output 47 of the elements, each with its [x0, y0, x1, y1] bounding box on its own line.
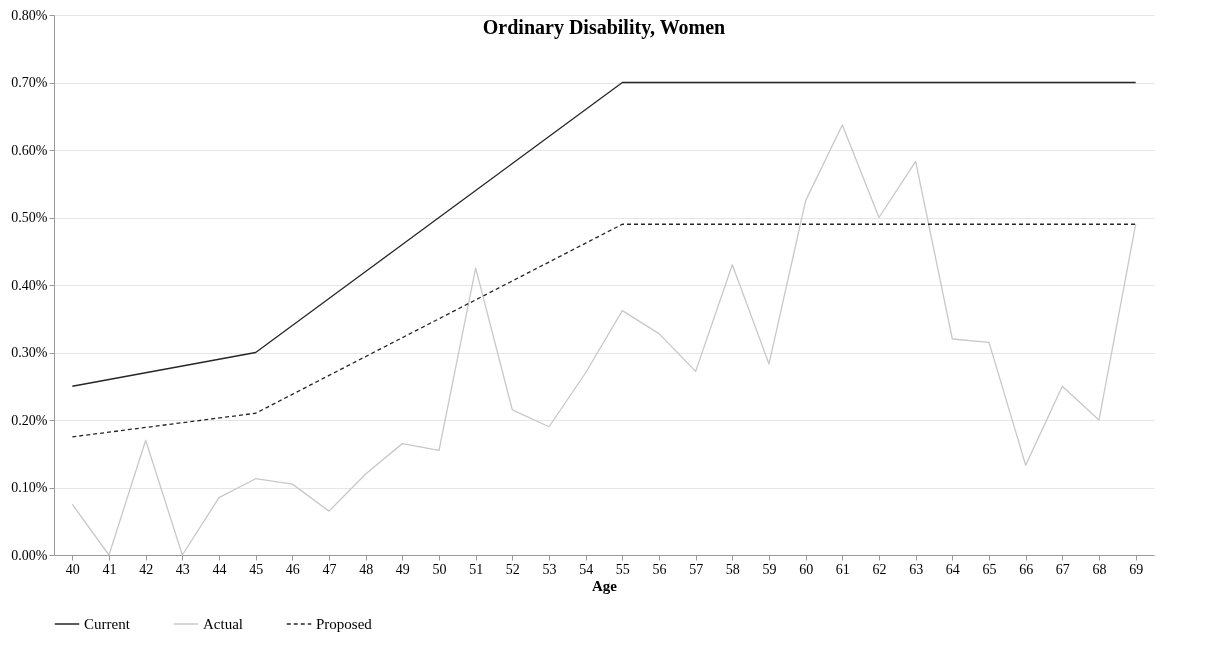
x-tick-label: 43: [175, 561, 190, 577]
x-tick-label: 69: [1129, 561, 1144, 577]
x-tick-label: 51: [469, 561, 484, 577]
x-tick-label: 42: [139, 561, 154, 577]
x-tick-label: 49: [395, 561, 410, 577]
y-tick-label: 0.50%: [11, 210, 48, 225]
x-tick-label: 41: [102, 561, 117, 577]
x-tick-label: 55: [615, 561, 630, 577]
legend-label: Proposed: [316, 616, 373, 632]
line-series: [71, 124, 1137, 556]
x-tick-label: 66: [1019, 561, 1034, 577]
x-tick-label: 60: [799, 561, 814, 577]
y-tick-label: 0.00%: [11, 547, 48, 563]
x-tick-label: 56: [652, 561, 667, 577]
x-tick-label: 64: [945, 561, 960, 577]
x-tick-label: 40: [65, 561, 80, 577]
x-tick-label: 47: [322, 561, 337, 577]
x-tick-label: 45: [249, 561, 264, 577]
y-tick-label: 0.30%: [11, 345, 48, 360]
x-tick-label: 57: [689, 561, 704, 577]
x-tick-label: 54: [579, 561, 594, 577]
x-tick-label: 53: [542, 561, 557, 577]
x-tick-label: 62: [872, 561, 887, 577]
x-tick-label: 58: [725, 561, 740, 577]
y-tick-label: 0.60%: [11, 142, 48, 158]
chart-title: Ordinary Disability, Women: [482, 16, 726, 39]
x-tick-label: 48: [359, 561, 374, 577]
y-tick-label: 0.10%: [11, 480, 48, 495]
x-tick-label: 59: [762, 561, 777, 577]
line-series: [71, 81, 1137, 387]
x-tick-label: 65: [982, 561, 997, 577]
x-tick-label: 50: [432, 561, 447, 577]
x-tick-label: 67: [1055, 561, 1070, 577]
x-tick-label: 63: [909, 561, 924, 577]
x-tick-label: 61: [835, 561, 850, 577]
x-tick-label: 52: [505, 561, 520, 577]
y-tick-label: 0.40%: [11, 277, 48, 293]
y-tick-label: 0.20%: [11, 412, 48, 428]
x-axis-title: Age: [592, 577, 618, 594]
y-tick-label: 0.70%: [11, 75, 48, 90]
line-series: [71, 223, 1137, 438]
y-tick-label: 0.80%: [11, 7, 48, 23]
legend-label: Actual: [203, 616, 243, 632]
x-tick-label: 46: [285, 561, 300, 577]
legend-label: Current: [84, 616, 131, 632]
x-tick-label: 68: [1092, 561, 1107, 577]
x-tick-label: 44: [212, 561, 227, 577]
